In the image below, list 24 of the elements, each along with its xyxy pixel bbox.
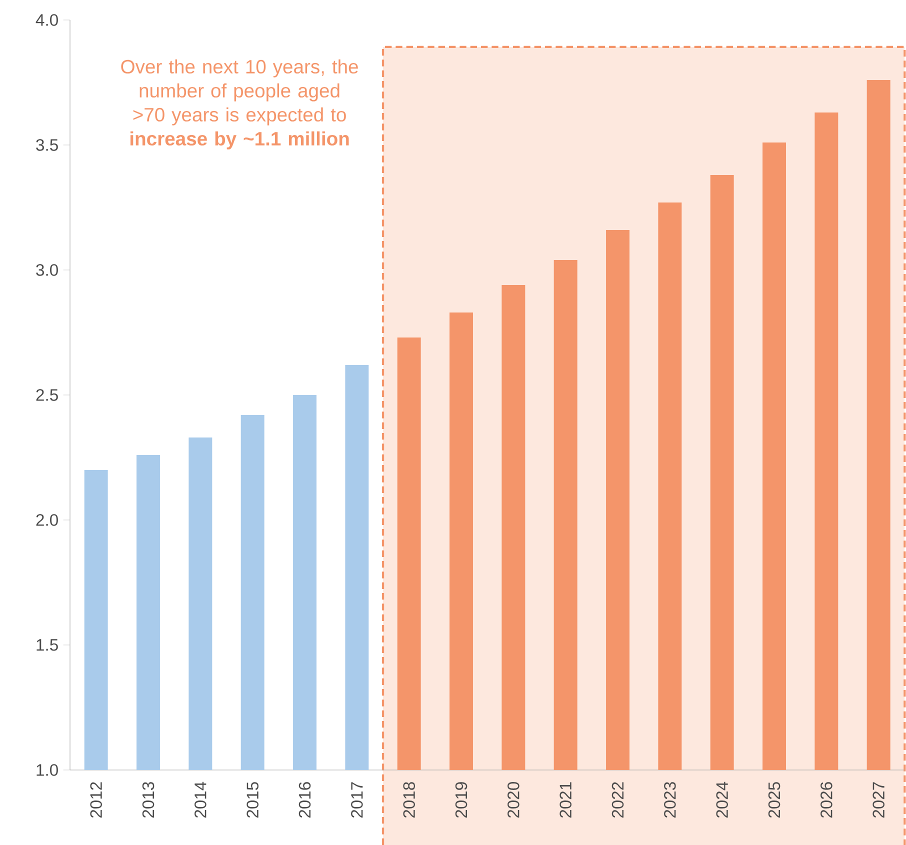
x-tick-label: 2018	[403, 782, 415, 818]
y-tick-label: 2.5	[36, 389, 58, 401]
x-tick-label: 2015	[246, 782, 258, 818]
y-tick-label: 3.0	[36, 264, 58, 276]
x-tick-label: 2014	[194, 782, 206, 818]
x-tick-label: 2013	[142, 782, 154, 818]
x-tick-label: 2027	[872, 782, 884, 818]
y-tick-label: 1.0	[36, 764, 58, 776]
x-tick-label: 2022	[612, 782, 624, 818]
x-tick-label: 2016	[298, 782, 311, 818]
x-tick-label: 2026	[820, 782, 832, 818]
x-tick-label: 2021	[560, 782, 572, 818]
y-tick-label: 4.0	[36, 14, 58, 26]
x-tick-label: 2025	[768, 782, 780, 818]
y-tick-label: 1.5	[36, 639, 58, 651]
y-tick-label: 2.0	[36, 514, 58, 526]
x-tick-label: 2024	[716, 782, 728, 818]
x-tick-label: 2017	[351, 782, 363, 818]
annotation: Over the next 10 years, the number of people aged >70 years is expected to increase by ~1.1 million	[121, 59, 358, 150]
y-tick-label: 3.5	[36, 139, 58, 151]
x-tick-label: 2020	[508, 782, 520, 818]
x-tick-label: 2019	[455, 782, 468, 818]
x-tick-label: 2023	[664, 782, 676, 818]
x-tick-label: 2012	[90, 782, 102, 818]
